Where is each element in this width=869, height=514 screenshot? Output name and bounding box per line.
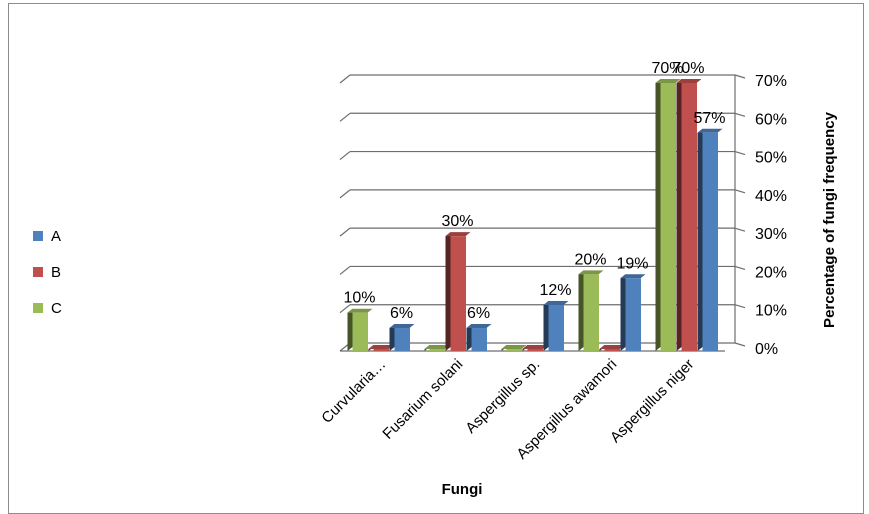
bar-top [466,324,492,329]
data-label: 57% [693,110,725,127]
bars [347,79,723,351]
y-tick [734,150,746,156]
bar-side [389,324,395,351]
bar-side [676,79,682,351]
bar-side [466,324,472,351]
bar-side [347,308,353,351]
bar [506,349,522,351]
bar-side [697,128,703,351]
bar-top [697,128,723,133]
chart-border [8,3,864,514]
data-label: 6% [390,305,413,322]
bar-top [522,345,548,349]
bar-side [578,270,584,351]
bar-side [620,274,626,351]
data-label: 6% [467,305,490,322]
legend-label: B [51,263,62,281]
gridline-depth [339,304,351,314]
gridline-depth [339,227,351,237]
bar [681,83,697,351]
bar [373,349,389,351]
bar-top [655,79,681,83]
y-tick [734,304,746,309]
y-tick [734,227,746,232]
bar-top [599,345,625,349]
legend-swatch [33,231,43,241]
bar [450,236,466,351]
y-tick [734,112,746,117]
y-tick [734,74,746,79]
legend-item: C [33,290,62,326]
y-tick [734,189,746,194]
bar [352,312,368,351]
bar-top [676,79,702,83]
bar-top [368,345,394,349]
bar [702,132,718,351]
data-label: 70% [672,60,704,77]
y-tick-label: 60% [755,111,787,128]
bar [548,305,564,351]
bar [471,328,487,351]
data-label: 70% [651,60,683,77]
y-tick [734,265,746,271]
bar-top [424,345,450,349]
data-label: 10% [343,290,375,307]
bar [394,328,410,351]
bar [583,274,599,351]
y-tick [734,342,746,347]
bar [660,83,676,351]
bar-top [543,301,569,306]
legend-swatch [33,267,43,277]
x-axis-label: Fungi [442,481,483,498]
bar-top [501,345,527,349]
legend-item: A [33,218,62,254]
y-tick-label: 50% [755,150,787,167]
y-tick-label: 20% [755,264,787,281]
data-label: 19% [616,255,648,272]
y-axis-label: Percentage of fungi frequency [821,111,838,328]
legend-label: C [51,299,62,317]
legend-item: B [33,254,62,290]
bar-side [543,301,549,351]
bar [604,349,620,351]
y-tick-label: 0% [755,341,778,358]
bar [527,349,543,351]
bar-side [655,79,661,351]
bar [429,349,445,351]
data-labels: 10% 6% 30% 6% 12%20% 19% 70%70% 57% [343,60,725,322]
y-axis: 0% 10% 20% 30% 40% 50% 60% 70% [340,73,787,358]
bar-top [445,232,471,237]
y-tick-label: 10% [755,303,787,320]
gridline-depth [339,74,351,84]
y-tick-label: 70% [755,73,787,90]
gridline-depth [339,265,351,275]
bar-side [445,232,451,351]
bar-top [620,274,646,279]
bar-top [347,308,373,313]
data-label: 20% [574,251,606,268]
legend-label: A [51,227,62,245]
y-tick-label: 30% [755,226,787,243]
y-tick-label: 40% [755,188,787,205]
gridline-depth [339,112,351,122]
legend-swatch [33,303,43,313]
gridline-depth [339,151,351,161]
bar-top [389,324,415,329]
data-label: 12% [539,282,571,299]
gridline-depth [339,189,351,199]
bar-top [578,270,604,275]
bar [625,278,641,351]
data-label: 30% [441,213,473,230]
